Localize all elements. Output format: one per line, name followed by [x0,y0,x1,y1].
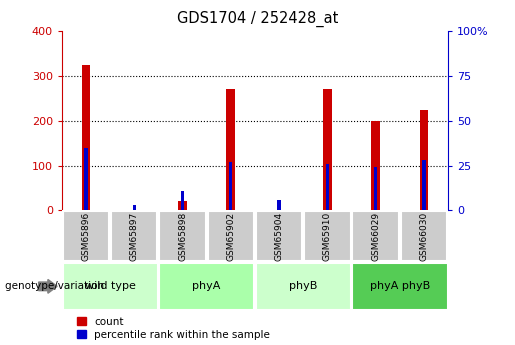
Text: GSM66030: GSM66030 [419,212,428,261]
Text: phyA: phyA [193,282,221,291]
Bar [352,263,448,309]
Text: GSM66029: GSM66029 [371,212,380,261]
Bar [159,263,254,309]
Text: GSM65897: GSM65897 [130,212,139,261]
Legend: count, percentile rank within the sample: count, percentile rank within the sample [77,317,270,340]
Bar [422,160,425,210]
Bar [401,211,447,261]
Text: GSM65904: GSM65904 [274,212,284,261]
Text: phyB: phyB [289,282,317,291]
Bar [63,263,158,309]
Bar [304,211,351,261]
Text: GDS1704 / 252428_at: GDS1704 / 252428_at [177,10,338,27]
Text: GSM65910: GSM65910 [323,212,332,261]
Bar [323,89,332,210]
Bar [178,201,187,210]
Bar [81,65,90,210]
Bar [374,167,377,210]
Bar [256,211,302,261]
Bar [420,110,428,210]
Bar [229,162,232,210]
Text: phyA phyB: phyA phyB [370,282,430,291]
Bar [84,148,88,210]
Bar [181,191,184,210]
Bar [159,211,205,261]
Bar [208,211,254,261]
Text: wild type: wild type [84,282,135,291]
Bar [227,89,235,210]
Bar [371,121,380,210]
Bar [63,211,109,261]
Bar [111,211,158,261]
Text: GSM65896: GSM65896 [81,212,91,261]
Text: GSM65898: GSM65898 [178,212,187,261]
Bar [256,263,351,309]
Bar [352,211,399,261]
Bar [325,164,329,210]
Text: genotype/variation: genotype/variation [5,282,108,291]
Bar [278,200,281,210]
Bar [132,205,136,210]
Text: GSM65902: GSM65902 [226,212,235,261]
